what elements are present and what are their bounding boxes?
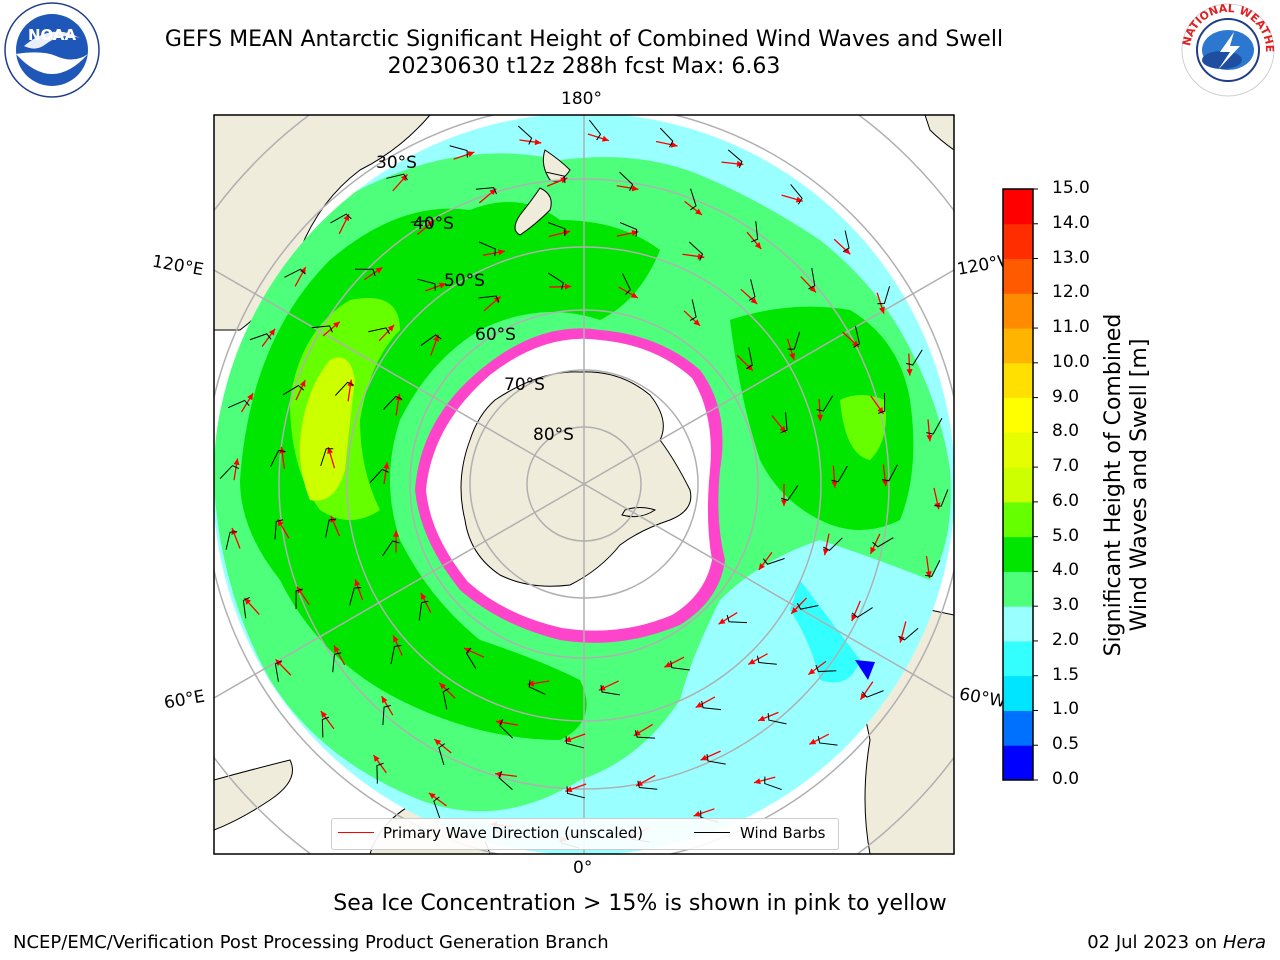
sea-ice-note: Sea Ice Concentration > 15% is shown in … — [333, 891, 947, 916]
colorbar-swatch — [1003, 640, 1033, 677]
colorbar-tick-label: 3.0 — [1052, 595, 1080, 616]
colorbar-tick-label: 0.5 — [1052, 734, 1080, 755]
colorbar-swatch — [1003, 362, 1033, 399]
map-title: GEFS MEAN Antarctic Significant Height o… — [164, 27, 1004, 52]
wind-barbs — [219, 119, 949, 849]
colorbar-tick-label: 1.5 — [1052, 664, 1080, 685]
footer-date: 02 Jul 2023 on Hera — [1087, 932, 1266, 953]
colorbar-swatch — [1003, 397, 1033, 433]
colorbar-swatch — [1003, 223, 1033, 260]
colorbar-tick-label: 6.0 — [1052, 490, 1080, 511]
colorbar-swatch — [1003, 675, 1033, 711]
colorbar-swatch — [1003, 258, 1033, 294]
legend-wave-label: Primary Wave Direction (unscaled) — [383, 824, 644, 842]
colorbar-swatch — [1003, 501, 1033, 538]
lat-label-30s: 30°S — [376, 153, 417, 173]
colorbar-swatch — [1003, 606, 1033, 642]
colorbar-swatch — [1003, 189, 1033, 225]
colorbar-swatch — [1003, 536, 1033, 572]
colorbar — [1002, 188, 1038, 781]
wind-barb-swatch — [694, 832, 730, 833]
map-subtitle: 20230630 t12z 288h fcst Max: 6.63 — [387, 54, 781, 79]
map-frame — [213, 114, 955, 855]
colorbar-label: Significant Height of Combined Wind Wave… — [1101, 313, 1152, 657]
colorbar-tick-label: 2.0 — [1052, 629, 1080, 650]
lat-label-40s: 40°S — [413, 214, 454, 234]
legend-barb-label: Wind Barbs — [740, 824, 826, 842]
colorbar-swatch — [1003, 710, 1033, 746]
lat-label-80s: 80°S — [533, 425, 574, 445]
colorbar-swatch — [1003, 293, 1033, 329]
colorbar-swatch — [1003, 328, 1033, 364]
colorbar-tick-label: 9.0 — [1052, 386, 1080, 407]
colorbar-tick-label: 14.0 — [1052, 212, 1090, 233]
lat-label-50s: 50°S — [444, 271, 485, 291]
lat-label-60s: 60°S — [475, 325, 516, 345]
footer-credit: NCEP/EMC/Verification Post Processing Pr… — [13, 932, 609, 953]
colorbar-tick-label: 0.0 — [1052, 769, 1080, 789]
colorbar-swatch — [1003, 571, 1033, 607]
colorbar-tick-label: 13.0 — [1052, 247, 1090, 268]
colorbar-tick-label: 7.0 — [1052, 456, 1080, 477]
colorbar-swatch — [1003, 467, 1033, 503]
svg-text:NOAA: NOAA — [28, 26, 77, 44]
graticule — [214, 115, 954, 854]
colorbar-tick-label: 4.0 — [1052, 560, 1080, 581]
noaa-logo: NOAA — [4, 2, 100, 98]
colorbar-tick-label: 10.0 — [1052, 351, 1090, 372]
lon-label-180: 180° — [561, 89, 602, 109]
colorbar-tick-label: 11.0 — [1052, 317, 1090, 338]
nws-logo: NATIONAL WEATHER SERVICE — [1176, 2, 1276, 97]
colorbar-tick-label: 5.0 — [1052, 525, 1080, 546]
colorbar-tick-label: 1.0 — [1052, 699, 1080, 720]
colorbar-tick-label: 8.0 — [1052, 421, 1080, 442]
map-legend: Primary Wave Direction (unscaled) Wind B… — [331, 818, 839, 850]
colorbar-tick-label: 12.0 — [1052, 282, 1090, 303]
colorbar-swatch — [1003, 432, 1033, 468]
wave-arrow-swatch — [338, 832, 374, 833]
lon-label-0: 0° — [573, 858, 593, 878]
colorbar-swatch — [1003, 745, 1033, 781]
lat-label-70s: 70°S — [504, 375, 545, 395]
colorbar-tick-label: 15.0 — [1052, 178, 1090, 198]
